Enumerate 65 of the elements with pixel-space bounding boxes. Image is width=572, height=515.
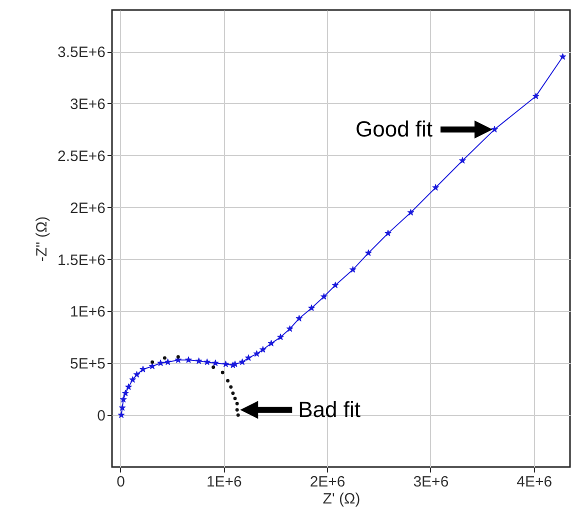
x-tick-label: 1E+6 — [206, 474, 242, 490]
point — [176, 355, 180, 359]
point — [432, 184, 440, 191]
point — [384, 230, 392, 236]
point — [332, 282, 339, 288]
y-tick-label: 1E+6 — [70, 304, 106, 321]
point — [212, 366, 216, 370]
point — [125, 383, 132, 390]
x-tick-label: 0 — [116, 474, 125, 490]
y-tick-label: 3E+6 — [70, 96, 106, 113]
y-tick-label: 2.5E+6 — [58, 148, 106, 165]
x-axis-title: Z' (Ω) — [322, 490, 360, 508]
point — [559, 53, 566, 60]
point — [185, 356, 192, 363]
point — [120, 396, 127, 402]
point — [286, 325, 294, 332]
point — [260, 346, 266, 353]
point — [162, 356, 166, 360]
point — [236, 413, 240, 417]
point — [459, 157, 466, 164]
point — [349, 266, 356, 273]
point — [140, 366, 146, 372]
point — [296, 314, 303, 322]
point — [229, 385, 233, 389]
point — [204, 358, 211, 366]
point — [238, 358, 246, 366]
x-tick-label: 2E+6 — [310, 474, 346, 490]
point — [212, 360, 219, 366]
point — [245, 354, 252, 361]
point — [195, 357, 202, 364]
point — [133, 370, 140, 378]
point — [118, 411, 125, 418]
y-tick-label: 0 — [97, 408, 106, 425]
y-tick-label: 2E+6 — [70, 200, 106, 217]
point — [118, 404, 126, 411]
point — [157, 360, 164, 366]
y-tick-label: 3.5E+6 — [58, 44, 106, 62]
point — [233, 396, 237, 400]
annotation: Bad fit — [298, 396, 361, 422]
point — [129, 376, 136, 383]
point — [222, 360, 230, 368]
point — [148, 362, 156, 370]
point — [268, 340, 275, 346]
point — [277, 334, 284, 340]
point — [308, 304, 315, 312]
point — [253, 350, 260, 357]
point — [235, 402, 239, 406]
point — [235, 408, 239, 412]
x-tick-label: 4E+6 — [516, 474, 552, 490]
point — [407, 208, 414, 216]
y-tick-label: 5E+5 — [70, 356, 106, 373]
y-axis-title: -Z'' (Ω) — [34, 216, 51, 262]
point — [491, 126, 498, 132]
point — [231, 392, 235, 395]
point — [122, 390, 129, 396]
point — [226, 379, 230, 383]
y-tick-label: 1.5E+6 — [58, 252, 106, 269]
point — [532, 92, 540, 100]
point — [150, 360, 154, 364]
point — [364, 249, 372, 256]
point — [220, 370, 224, 374]
point — [164, 358, 172, 366]
point — [320, 293, 328, 300]
x-tick-label: 3E+6 — [413, 474, 449, 490]
annotation: Good fit — [355, 116, 433, 142]
